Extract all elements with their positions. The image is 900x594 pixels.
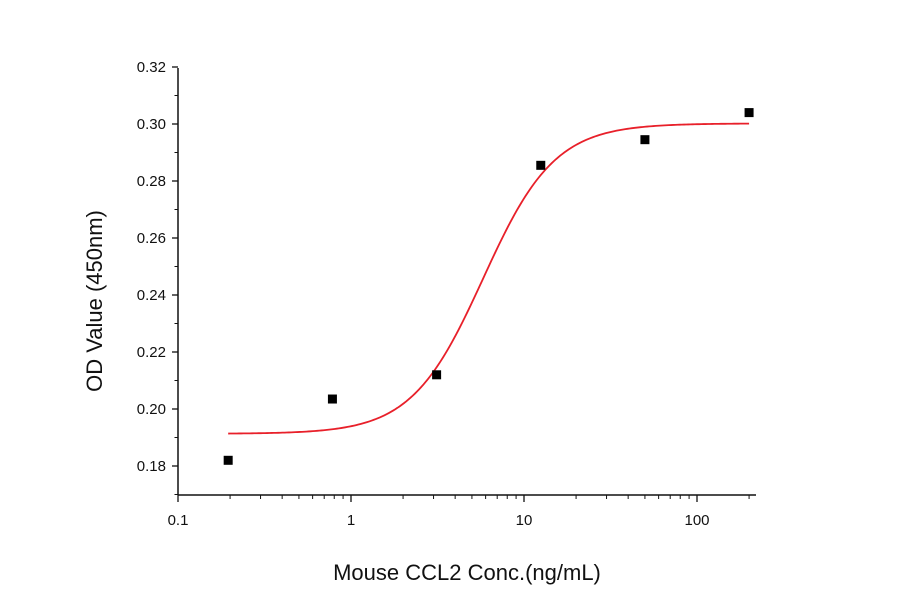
y-axis-title: OD Value (450nm) [82, 210, 107, 392]
data-points [223, 108, 754, 465]
y-axis: 0.18 0.20 0.22 0.24 0.26 0.28 0.30 0.32 [137, 59, 179, 495]
data-point [744, 108, 754, 118]
data-point [536, 160, 546, 170]
x-tick-label: 100 [684, 512, 709, 529]
data-point [223, 455, 233, 465]
x-ticks: 0.1 1 10 100 [168, 495, 750, 529]
x-tick-label: 0.1 [168, 512, 189, 529]
y-tick-label: 0.20 [137, 401, 166, 418]
data-point [327, 394, 337, 404]
y-tick-label: 0.22 [137, 344, 166, 361]
y-tick-label: 0.32 [137, 59, 166, 76]
y-tick-label: 0.18 [137, 458, 166, 475]
y-ticks: 0.18 0.20 0.22 0.24 0.26 0.28 0.30 0.32 [137, 59, 178, 495]
x-tick-label: 1 [347, 512, 355, 529]
y-tick-label: 0.30 [137, 116, 166, 133]
x-tick-label: 10 [516, 512, 533, 529]
data-point [432, 370, 442, 380]
y-tick-label: 0.28 [137, 173, 166, 190]
data-point [640, 135, 650, 145]
y-tick-label: 0.24 [137, 287, 166, 304]
x-axis-title: Mouse CCL2 Conc.(ng/mL) [333, 560, 601, 585]
y-tick-label: 0.26 [137, 230, 166, 247]
fit-curve [228, 122, 750, 435]
x-axis: 0.1 1 10 100 [168, 494, 756, 529]
